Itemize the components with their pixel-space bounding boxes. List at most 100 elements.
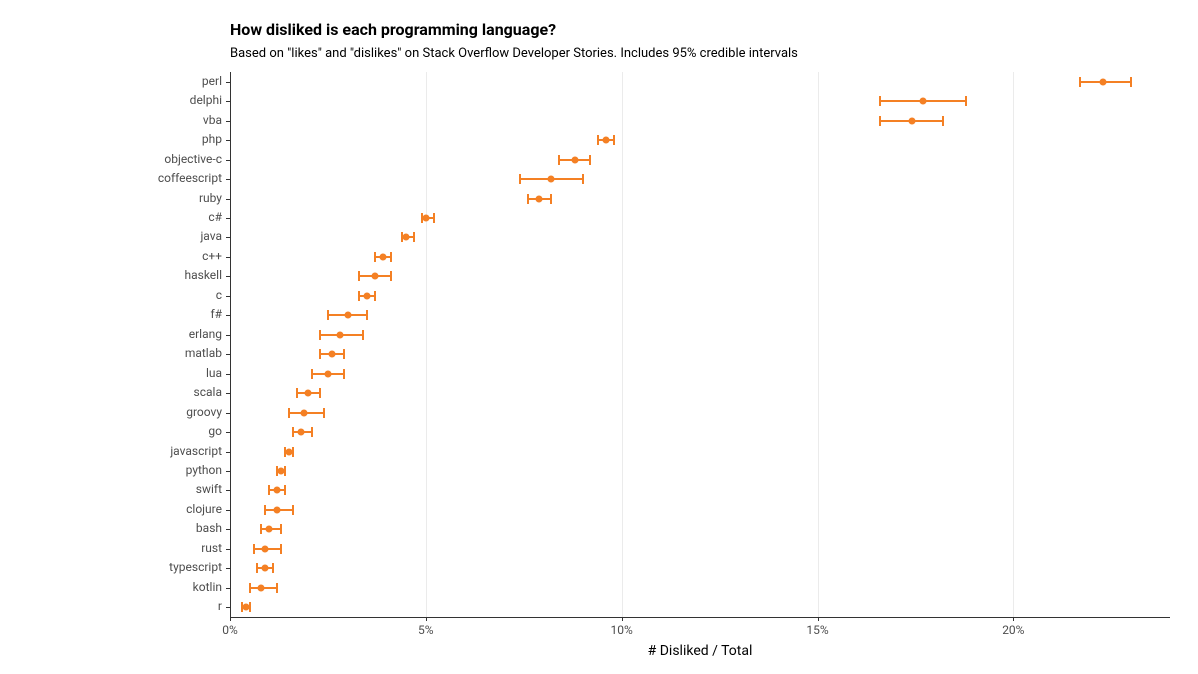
data-point — [920, 98, 927, 105]
y-axis-line — [230, 72, 231, 617]
data-point — [536, 195, 543, 202]
errorbar-cap-low — [319, 349, 321, 359]
errorbar-cap-high — [374, 291, 376, 301]
y-axis-label: rust — [201, 541, 222, 555]
x-tick-label: 20% — [1002, 623, 1024, 637]
y-axis-label: vba — [203, 113, 222, 127]
errorbar-cap-low — [292, 427, 294, 437]
chart-container: How disliked is each programming languag… — [0, 0, 1198, 674]
gridline — [426, 72, 427, 617]
y-axis-label: erlang — [189, 327, 222, 341]
y-tick-mark — [226, 354, 230, 355]
errorbar-cap-low — [519, 174, 521, 184]
errorbar-cap-high — [589, 155, 591, 165]
plot-area — [230, 72, 1170, 617]
errorbar-cap-high — [276, 583, 278, 593]
errorbar-cap-high — [362, 330, 364, 340]
y-axis-label: python — [186, 463, 222, 477]
y-tick-mark — [226, 490, 230, 491]
data-point — [571, 156, 578, 163]
y-tick-mark — [226, 257, 230, 258]
errorbar-cap-low — [597, 135, 599, 145]
data-point — [603, 137, 610, 144]
y-axis-label: clojure — [186, 502, 222, 516]
y-tick-mark — [226, 101, 230, 102]
data-point — [422, 214, 429, 221]
data-point — [344, 312, 351, 319]
errorbar-cap-high — [433, 213, 435, 223]
errorbar-cap-high — [280, 524, 282, 534]
y-axis-label: delphi — [190, 93, 222, 107]
data-point — [266, 526, 273, 533]
data-point — [403, 234, 410, 241]
errorbar-cap-high — [965, 96, 967, 106]
errorbar-cap-low — [358, 271, 360, 281]
errorbar-cap-low — [296, 388, 298, 398]
y-axis-label: f# — [210, 307, 222, 321]
x-axis-title: # Disliked / Total — [648, 643, 753, 659]
data-point — [274, 506, 281, 513]
y-tick-mark — [226, 510, 230, 511]
data-point — [1100, 78, 1107, 85]
y-tick-mark — [226, 471, 230, 472]
y-axis-label: c# — [208, 210, 222, 224]
gridline — [622, 72, 623, 617]
y-axis-label: typescript — [169, 560, 222, 574]
y-axis-label: php — [202, 132, 222, 146]
data-point — [908, 117, 915, 124]
y-axis-label: javascript — [170, 444, 222, 458]
errorbar-cap-low — [374, 252, 376, 262]
y-tick-mark — [226, 588, 230, 589]
errorbar-cap-high — [343, 349, 345, 359]
data-point — [262, 565, 269, 572]
errorbar-cap-low — [311, 369, 313, 379]
errorbar-cap-low — [319, 330, 321, 340]
y-tick-mark — [226, 276, 230, 277]
y-tick-mark — [226, 179, 230, 180]
y-axis-label: c++ — [202, 249, 222, 263]
y-axis-label: groovy — [186, 405, 222, 419]
x-axis-line — [230, 617, 1170, 618]
data-point — [371, 273, 378, 280]
y-axis-label: coffeescript — [158, 171, 222, 185]
errorbar-cap-low — [268, 485, 270, 495]
errorbar-cap-high — [343, 369, 345, 379]
data-point — [262, 545, 269, 552]
gridline — [818, 72, 819, 617]
data-point — [258, 584, 265, 591]
y-axis-label: kotlin — [193, 580, 222, 594]
y-tick-mark — [226, 432, 230, 433]
errorbar-cap-low — [879, 116, 881, 126]
errorbar-cap-low — [288, 408, 290, 418]
errorbar-cap-high — [366, 310, 368, 320]
y-axis-label: c — [216, 288, 222, 302]
errorbar-cap-high — [292, 505, 294, 515]
y-tick-mark — [226, 199, 230, 200]
errorbar-cap-low — [527, 194, 529, 204]
y-axis-label: haskell — [185, 268, 223, 282]
errorbar-cap-low — [264, 505, 266, 515]
errorbar-cap-high — [390, 252, 392, 262]
y-axis-label: go — [208, 424, 222, 438]
errorbar-cap-low — [249, 583, 251, 593]
data-point — [274, 487, 281, 494]
data-point — [297, 429, 304, 436]
x-tick-label: 5% — [418, 623, 434, 637]
errorbar-cap-low — [253, 544, 255, 554]
data-point — [324, 370, 331, 377]
errorbar-cap-high — [272, 563, 274, 573]
gridline — [1013, 72, 1014, 617]
errorbar-cap-high — [280, 544, 282, 554]
data-point — [285, 448, 292, 455]
y-tick-mark — [226, 607, 230, 608]
y-tick-mark — [226, 549, 230, 550]
y-tick-mark — [226, 315, 230, 316]
y-axis-label: scala — [194, 385, 222, 399]
errorbar-cap-high — [582, 174, 584, 184]
y-axis-label: bash — [196, 521, 222, 535]
data-point — [242, 604, 249, 611]
data-point — [328, 351, 335, 358]
y-tick-mark — [226, 568, 230, 569]
y-axis-label: matlab — [185, 346, 222, 360]
y-axis-label: objective-c — [164, 152, 222, 166]
